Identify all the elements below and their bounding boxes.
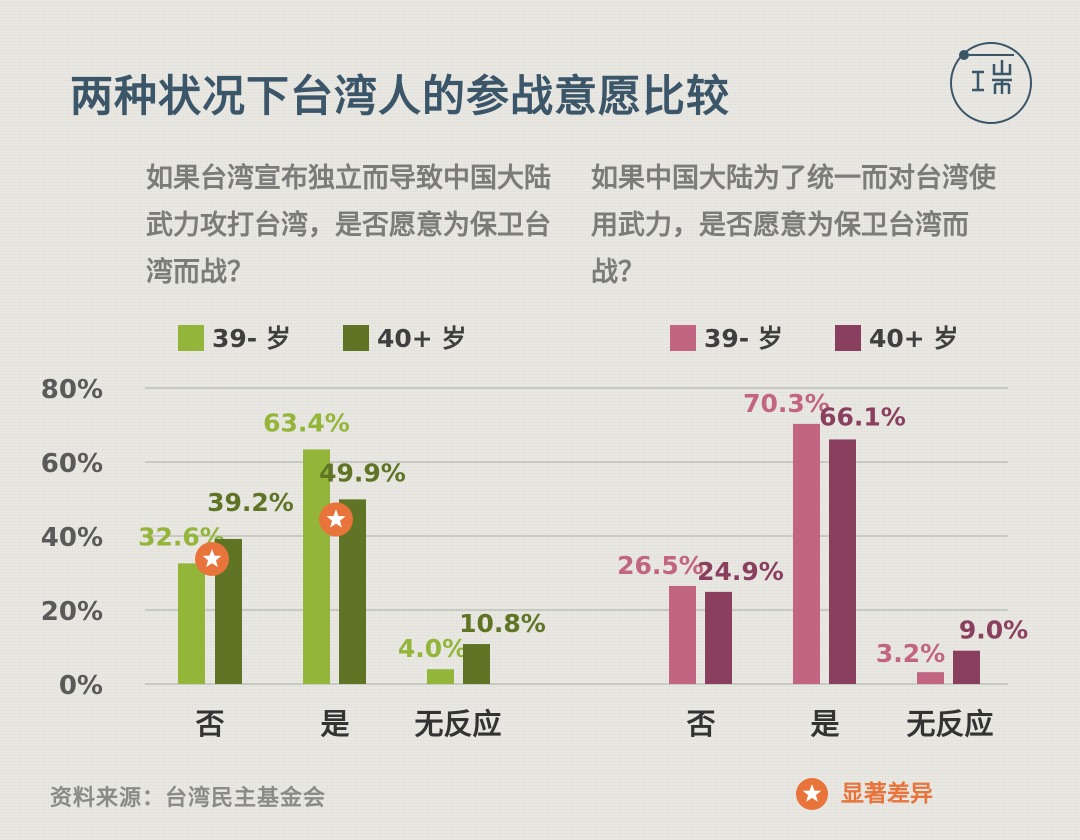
data-label: 3.2% [876, 639, 945, 668]
data-label: 70.3% [743, 389, 830, 418]
initium-logo [950, 42, 1032, 124]
y-tick-label: 40% [41, 523, 103, 553]
significance-legend-label: 显著差异 [841, 781, 933, 807]
y-tick-label: 0% [59, 671, 103, 701]
bar [463, 644, 490, 684]
bar [793, 423, 820, 684]
bar [427, 669, 454, 684]
data-label: 49.9% [319, 458, 406, 487]
legend-label-young: 39- 岁 [212, 324, 291, 353]
category-label: 是 [320, 707, 349, 741]
data-label: 26.5% [617, 551, 704, 580]
chart-right-question: 如果中国大陆为了统一而对台湾使用武力，是否愿意为保卫台湾而战？ [591, 163, 996, 288]
y-tick-label: 20% [41, 597, 103, 627]
data-label: 39.2% [207, 488, 294, 517]
data-label: 24.9% [697, 557, 784, 586]
category-label: 无反应 [414, 707, 501, 741]
data-label: 9.0% [959, 616, 1028, 645]
category-label: 否 [195, 707, 224, 741]
y-tick-label: 60% [41, 449, 103, 479]
category-label: 无反应 [906, 707, 993, 741]
legend-swatch-young [178, 325, 204, 351]
bar [669, 585, 696, 684]
legend-left: 39- 岁 40+ 岁 [178, 322, 478, 356]
bar [953, 650, 980, 684]
y-tick-label: 80% [41, 375, 103, 405]
bar [917, 672, 944, 684]
bar [303, 449, 330, 684]
data-label: 66.1% [819, 402, 906, 431]
legend-right: 39- 岁 40+ 岁 [670, 322, 970, 356]
bar [705, 591, 732, 684]
legend-swatch-young [670, 325, 696, 351]
page-title: 两种状况下台湾人的参战意愿比较 [70, 72, 730, 122]
significance-star-icon [319, 502, 353, 537]
category-label: 是 [810, 707, 839, 741]
data-label: 10.8% [459, 609, 546, 638]
bar [829, 439, 856, 684]
data-label: 4.0% [398, 634, 467, 663]
chart-left-question: 如果台湾宣布独立而导致中国大陆武力攻打台湾，是否愿意为保卫台湾而战？ [146, 163, 551, 288]
legend-label-old: 40+ 岁 [377, 324, 467, 353]
bar [178, 563, 205, 684]
legend-swatch-old [343, 325, 369, 351]
source-note: 资料来源：台湾民主基金会 [50, 786, 327, 811]
category-label: 否 [686, 707, 715, 741]
legend-swatch-old [835, 325, 861, 351]
star-badge-icon [796, 778, 828, 810]
significance-star-icon [195, 541, 229, 576]
legend-label-old: 40+ 岁 [869, 324, 959, 353]
legend-label-young: 39- 岁 [704, 324, 783, 353]
data-label: 63.4% [263, 408, 350, 437]
